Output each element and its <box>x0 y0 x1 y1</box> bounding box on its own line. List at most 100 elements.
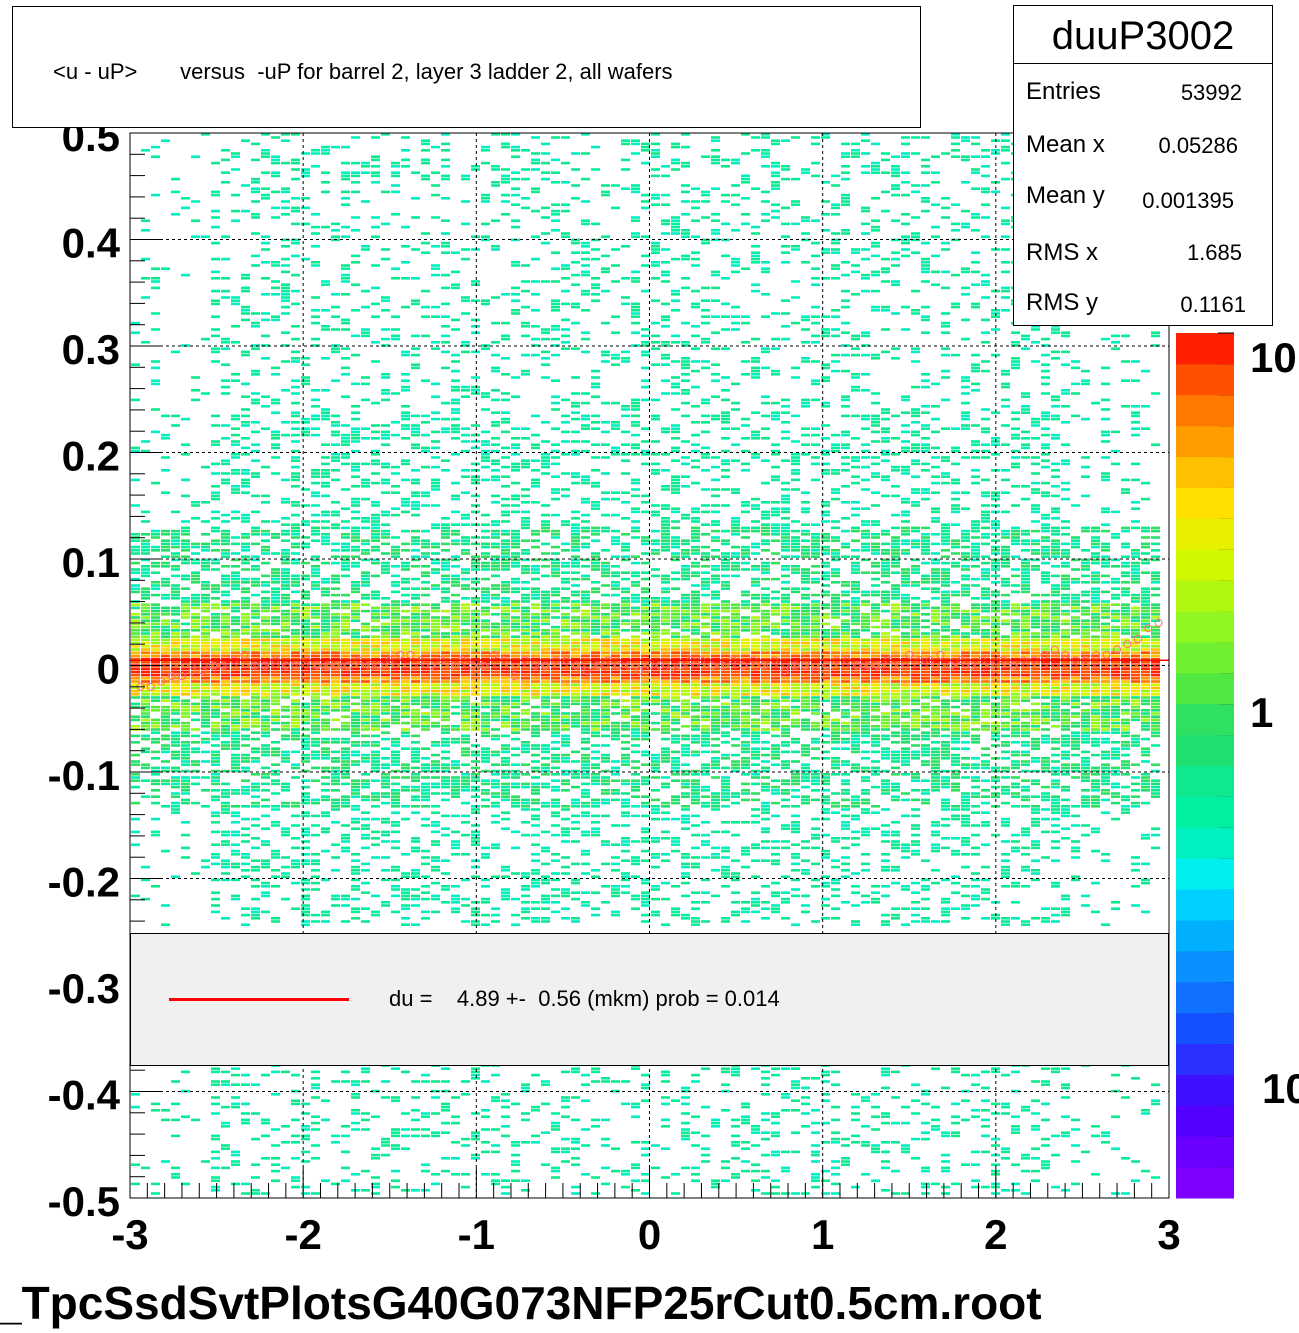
palette-swatch <box>1176 1136 1234 1168</box>
profile-point <box>261 661 270 670</box>
profile-point <box>1061 650 1070 659</box>
y-tick-label: 0.2 <box>62 433 120 480</box>
profile-point <box>427 661 436 670</box>
palette-swatch <box>1176 641 1234 674</box>
palette-swatch <box>1176 363 1234 396</box>
palette-swatch <box>1176 1043 1234 1075</box>
palette-swatch <box>1176 333 1234 365</box>
profile-point <box>790 661 799 670</box>
stat-mean-y-label: Mean y <box>1026 182 1105 209</box>
profile-point <box>541 661 550 670</box>
profile-point <box>863 661 872 670</box>
profile-point <box>313 661 322 670</box>
profile-point <box>219 661 228 670</box>
y-tick-label: -0.2 <box>48 859 120 906</box>
profile-point <box>281 661 290 670</box>
profile-point <box>739 661 748 670</box>
palette-swatch <box>1176 858 1234 890</box>
profile-point <box>614 661 623 670</box>
profile-point <box>666 666 675 675</box>
profile-point <box>988 661 997 670</box>
fit-result-text: du = 4.89 +- 0.56 (mkm) prob = 0.014 <box>389 986 780 1011</box>
colorbar-label: 10 <box>1250 334 1297 381</box>
x-tick-label: 3 <box>1157 1211 1180 1258</box>
profile-point <box>1009 661 1018 670</box>
palette-swatch <box>1176 518 1234 550</box>
profile-point <box>1040 650 1049 659</box>
profile-point <box>583 666 592 675</box>
palette-swatch <box>1176 1105 1234 1137</box>
stat-mean-x-label: Mean x <box>1026 131 1105 158</box>
colorbar-labels: 10 1 10 <box>1250 334 1299 1112</box>
palette-swatch <box>1176 703 1234 736</box>
profile-point <box>1092 650 1101 659</box>
profile-point <box>822 661 831 670</box>
heatmap-cells <box>131 133 1160 1195</box>
y-tick-label: -0.5 <box>48 1178 120 1225</box>
plot-title: <u - uP> versus -uP for barrel 2, layer … <box>53 59 673 84</box>
profile-point <box>946 661 955 670</box>
profile-point <box>624 661 633 670</box>
y-tick-label: -0.3 <box>48 965 120 1012</box>
stat-entries-value: 53992 <box>1180 80 1242 105</box>
profile-point <box>448 661 457 670</box>
title-box: <u - uP> versus -uP for barrel 2, layer … <box>12 6 921 128</box>
palette-swatch <box>1176 1074 1234 1106</box>
y-tick-label: 0.3 <box>62 326 120 373</box>
profile-point <box>333 661 342 670</box>
palette-swatch <box>1176 981 1234 1014</box>
x-tick-label: 2 <box>984 1211 1007 1258</box>
profile-point <box>157 677 166 686</box>
profile-point <box>936 650 945 659</box>
palette-swatch <box>1176 765 1234 797</box>
profile-point <box>905 650 914 659</box>
color-palette <box>1176 332 1234 1199</box>
palette-swatch <box>1176 672 1234 705</box>
profile-point <box>375 661 384 670</box>
profile-point <box>209 661 218 670</box>
palette-swatch <box>1176 1167 1234 1199</box>
profile-point <box>188 666 197 675</box>
profile-point <box>967 661 976 670</box>
x-tick-label: -2 <box>284 1211 321 1258</box>
palette-swatch <box>1176 456 1234 488</box>
fit-legend: du = 4.89 +- 0.56 (mkm) prob = 0.014 <box>130 933 1169 1066</box>
profile-point <box>323 661 332 670</box>
colorbar-label: 10 <box>1262 1065 1299 1112</box>
x-tick-label: 0 <box>638 1211 661 1258</box>
profile-point <box>1113 645 1122 654</box>
stat-rms-x-label: RMS x <box>1026 239 1098 266</box>
y-tick-label: 0.1 <box>62 539 120 586</box>
profile-point <box>479 661 488 670</box>
profile-point <box>1144 624 1153 633</box>
profile-point <box>531 661 540 670</box>
profile-point <box>1154 618 1163 627</box>
profile-point <box>853 661 862 670</box>
palette-swatch <box>1176 611 1234 643</box>
y-tick-label: 0.4 <box>62 220 121 267</box>
stats-box: duuP3002 Entries 53992 Mean x 0.05286 Me… <box>1013 5 1273 326</box>
profile-point <box>894 661 903 670</box>
y-tick-label: -0.4 <box>48 1072 121 1119</box>
profile-point <box>167 672 176 681</box>
profile-point <box>198 666 207 675</box>
profile-point <box>177 672 186 681</box>
profile-point <box>489 650 498 659</box>
profile-point <box>146 682 155 691</box>
stat-mean-x-value: 0.05286 <box>1158 133 1238 158</box>
x-tick-labels: -3 -2 -1 0 1 2 3 <box>111 1211 1180 1258</box>
profile-point <box>801 661 810 670</box>
palette-swatch <box>1176 919 1234 952</box>
profile-point <box>811 666 820 675</box>
profile-point <box>759 661 768 670</box>
profile-point <box>593 661 602 670</box>
y-tick-labels: -0.5-0.4-0.3-0.2-0.100.10.20.30.40.5 <box>48 113 121 1225</box>
profile-point <box>406 650 415 659</box>
colorbar-label: 1 <box>1250 689 1273 736</box>
profile-point <box>707 661 716 670</box>
profile-point <box>250 661 259 670</box>
x-tick-label: -1 <box>458 1211 495 1258</box>
file-name-label: _TpcSsdSvtPlotsG40G073NFP25rCut0.5cm.roo… <box>0 1277 1042 1329</box>
palette-swatch <box>1176 950 1234 983</box>
profile-point <box>572 661 581 670</box>
